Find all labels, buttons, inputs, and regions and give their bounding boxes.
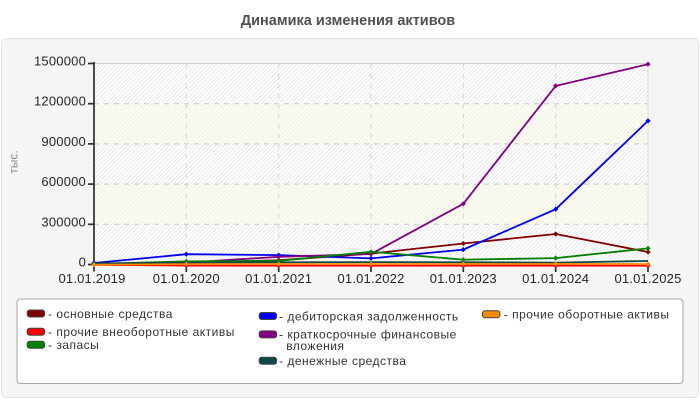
svg-text:- денежные средства: - денежные средства <box>279 354 406 368</box>
svg-text:тыс.: тыс. <box>7 150 21 173</box>
svg-text:300000: 300000 <box>41 214 86 229</box>
svg-text:1200000: 1200000 <box>34 94 86 109</box>
svg-text:01.01.2024: 01.01.2024 <box>522 271 589 286</box>
svg-text:01.01.2025: 01.01.2025 <box>614 271 681 286</box>
svg-text:01.01.2019: 01.01.2019 <box>58 271 125 286</box>
svg-text:Динамика изменения активов: Динамика изменения активов <box>241 13 456 29</box>
svg-text:01.01.2023: 01.01.2023 <box>430 271 497 286</box>
svg-text:0: 0 <box>79 255 86 270</box>
svg-text:1500000: 1500000 <box>34 54 86 69</box>
svg-text:01.01.2020: 01.01.2020 <box>153 271 220 286</box>
svg-text:01.01.2021: 01.01.2021 <box>245 271 312 286</box>
svg-text:600000: 600000 <box>41 174 86 189</box>
svg-text:- дебиторская задолженность: - дебиторская задолженность <box>279 309 459 323</box>
svg-text:- основные средства: - основные средства <box>48 307 173 321</box>
svg-text:- прочие внеоборотные активы: - прочие внеоборотные активы <box>48 325 235 339</box>
svg-text:вложения: вложения <box>286 339 344 353</box>
svg-text:01.01.2022: 01.01.2022 <box>337 271 404 286</box>
svg-text:- краткосрочные финансовые: - краткосрочные финансовые <box>279 328 457 342</box>
svg-text:900000: 900000 <box>41 134 86 149</box>
svg-text:- запасы: - запасы <box>48 338 99 352</box>
svg-text:- прочие оборотные активы: - прочие оборотные активы <box>504 308 670 322</box>
